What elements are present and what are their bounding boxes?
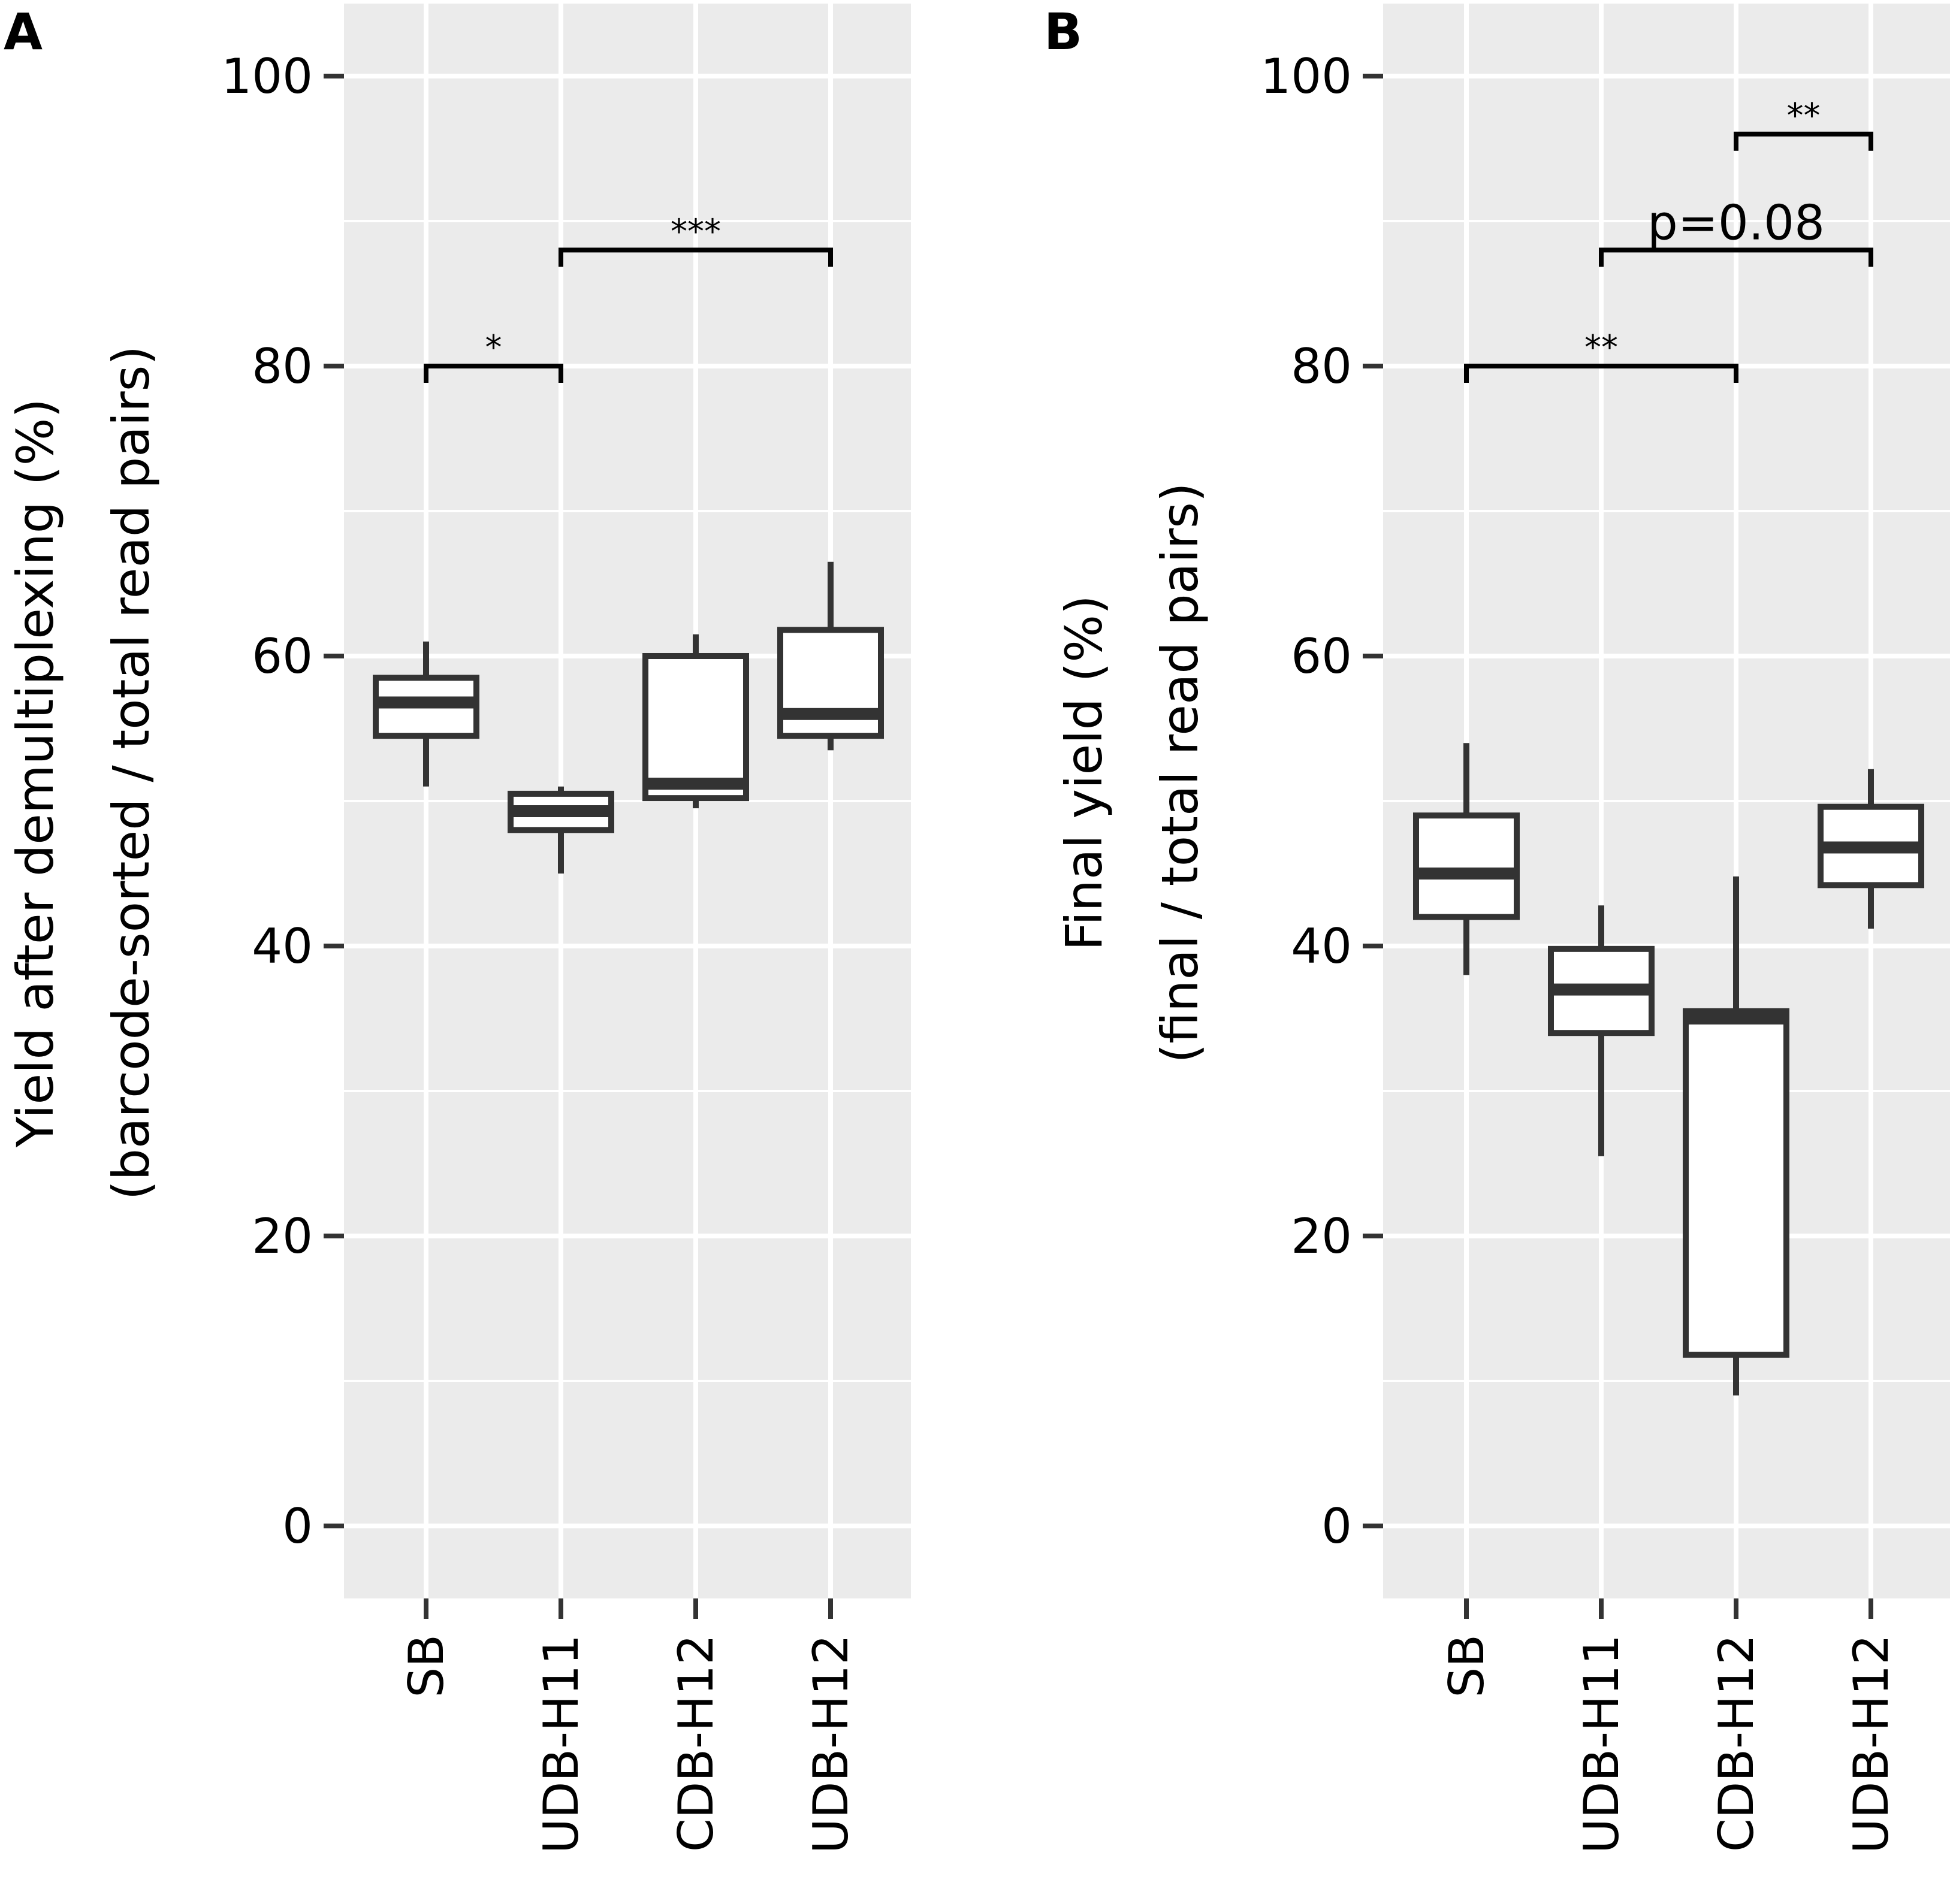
box-cdb-h12 [1683, 876, 1789, 1396]
category-label: UDB-H11 [1574, 1634, 1629, 1854]
box-iqr [1683, 1008, 1789, 1358]
significance-bracket: *** [559, 212, 833, 267]
box-cdb-h12 [642, 634, 749, 809]
panel-letter-b: B [1044, 2, 1082, 61]
significance-label: ** [1584, 328, 1618, 367]
y-tick-label: 0 [1321, 1498, 1352, 1554]
y-axis-b: 0 20 40 60 80 100 [1260, 49, 1383, 1554]
y-axis-title-a-line2: (barcode-sorted / total read pairs) [102, 346, 161, 1200]
box-sb [1413, 743, 1520, 975]
y-axis-title-b-line2: (final / total read pairs) [1151, 482, 1209, 1063]
category-label: UDB-H12 [1843, 1634, 1899, 1854]
y-axis-title-b-line1: Final yield (%) [1055, 595, 1113, 951]
significance-label: p=0.08 [1647, 195, 1825, 250]
box-iqr [1413, 812, 1520, 920]
x-axis-b: SB UDB-H11 CDB-H12 UDB-H12 [1439, 1598, 1899, 1854]
category-label: UDB-H11 [533, 1634, 589, 1854]
box-udb-h12 [1818, 769, 1924, 929]
significance-bracket: * [424, 328, 563, 383]
y-tick-label: 0 [282, 1498, 313, 1554]
category-label: CDB-H12 [668, 1634, 724, 1852]
significance-bracket: ** [1734, 96, 1873, 151]
y-tick-label: 60 [252, 628, 313, 684]
category-label: CDB-H12 [1709, 1634, 1764, 1852]
y-tick-label: 80 [252, 339, 313, 394]
y-tick-label: 100 [1260, 49, 1352, 104]
box-udb-h11 [508, 786, 614, 874]
significance-label: * [485, 328, 502, 367]
y-tick-label: 40 [252, 918, 313, 974]
y-axis-a: 0 20 40 60 80 100 [221, 49, 344, 1554]
box-iqr [642, 653, 749, 802]
box-udb-h11 [1548, 905, 1655, 1156]
y-tick-label: 80 [1291, 339, 1352, 394]
y-tick-label: 100 [221, 49, 313, 104]
category-label: UDB-H12 [803, 1634, 859, 1854]
x-axis-a: SB UDB-H11 CDB-H12 UDB-H12 [399, 1598, 859, 1854]
box-udb-h12 [777, 561, 884, 751]
y-tick-label: 20 [1291, 1208, 1352, 1264]
significance-label: *** [671, 212, 721, 251]
panel-b: B 0 20 40 60 80 100 ** p=0.08 ** SB UDB-H11 CDB-H… [1044, 2, 1950, 1854]
significance-a: **** [424, 212, 833, 383]
panel-letter-a: A [4, 2, 43, 61]
y-axis-title-a-line1: Yield after demultiplexing (%) [6, 398, 65, 1148]
y-tick-label: 40 [1291, 918, 1352, 974]
significance-bracket: p=0.08 [1599, 195, 1873, 267]
y-tick-label: 60 [1291, 628, 1352, 684]
boxes-a [373, 561, 884, 874]
significance-label: ** [1787, 96, 1821, 135]
box-sb [373, 641, 479, 787]
category-label: SB [399, 1634, 454, 1698]
boxes-b [1413, 743, 1924, 1396]
significance-bracket: ** [1464, 328, 1738, 383]
category-label: SB [1439, 1634, 1495, 1698]
significance-b: ** p=0.08 ** [1464, 96, 1873, 383]
y-tick-label: 20 [252, 1208, 313, 1264]
